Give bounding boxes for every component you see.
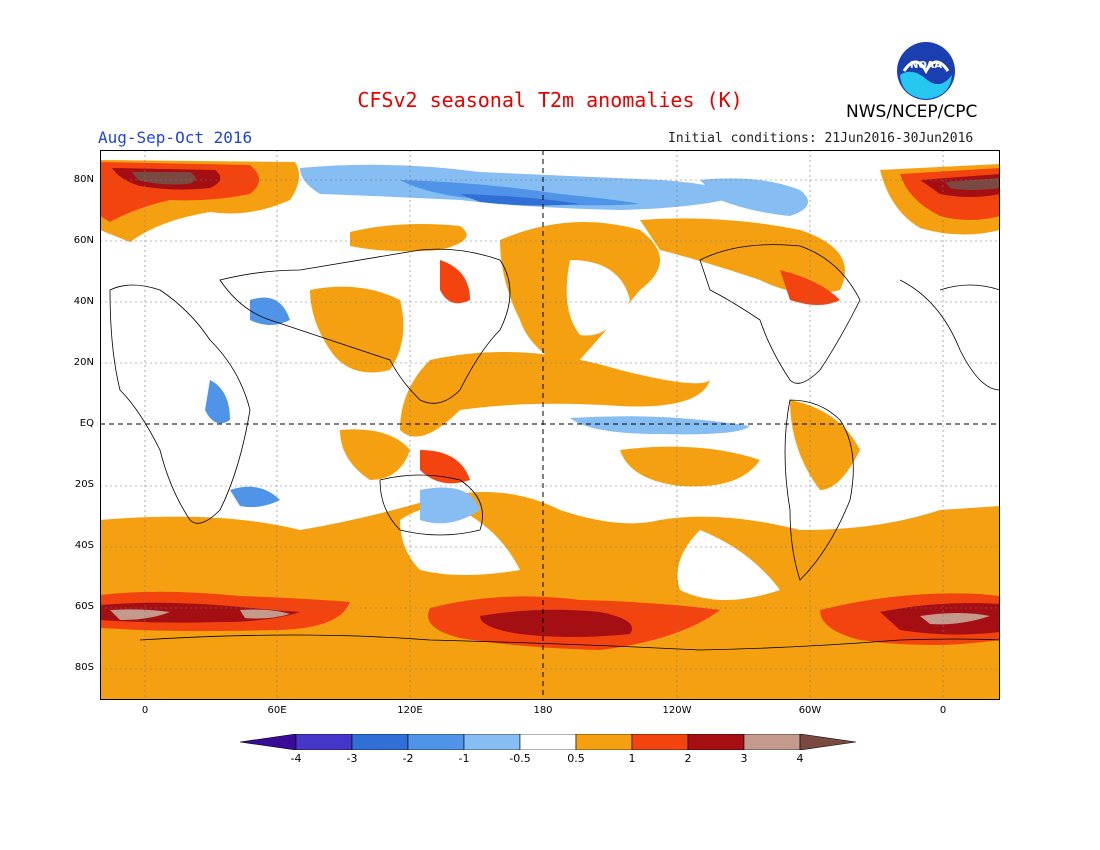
tropical-anomalies xyxy=(205,352,860,490)
colorbar-label: 0.5 xyxy=(567,752,585,765)
colorbar-segment xyxy=(799,733,857,751)
colorbar-segment xyxy=(239,733,297,751)
continent-outlines xyxy=(109,244,1000,651)
colorbar-label: -0.5 xyxy=(509,752,531,765)
lat-label: 40N xyxy=(73,296,94,307)
lat-label: 20S xyxy=(74,479,94,490)
lat-label: 80N xyxy=(73,174,94,185)
colorbar-segment xyxy=(631,733,689,751)
anomaly-map xyxy=(100,150,1000,700)
lat-label: 80S xyxy=(74,662,94,673)
colorbar-label: -1 xyxy=(458,752,470,765)
chart-title: CFSv2 seasonal T2m anomalies (K) xyxy=(357,88,743,112)
colorbar-label: -2 xyxy=(402,752,414,765)
northern-midlatitude-anomalies xyxy=(250,218,845,373)
graticule xyxy=(100,150,1000,700)
lon-label: 0 xyxy=(939,705,947,716)
lon-label: 0 xyxy=(141,705,149,716)
reference-lines xyxy=(100,150,1000,700)
colorbar-label: 4 xyxy=(796,752,804,765)
agency-label: NWS/NCEP/CPC xyxy=(846,102,978,122)
colorbar-segment xyxy=(407,733,465,751)
colorbar-label: -4 xyxy=(290,752,302,765)
colorbar-label: -3 xyxy=(346,752,358,765)
lon-label: 180 xyxy=(533,705,553,716)
colorbar-label: 2 xyxy=(684,752,692,765)
colorbar-segment xyxy=(575,733,633,751)
lon-label: 60W xyxy=(798,705,822,716)
lat-label: EQ xyxy=(79,418,94,429)
colorbar-label: 3 xyxy=(740,752,748,765)
lat-label: 20N xyxy=(73,357,94,368)
logo-text: NOAA xyxy=(910,60,942,71)
colorbar-segment xyxy=(687,733,745,751)
colorbar-segment xyxy=(295,733,353,751)
colorbar-segment xyxy=(743,733,801,751)
lat-label: 60S xyxy=(74,601,94,612)
lat-label: 60N xyxy=(73,235,94,246)
colorbar xyxy=(239,733,862,751)
forecast-period: Aug-Sep-Oct 2016 xyxy=(98,128,253,147)
lon-label: 120E xyxy=(397,705,423,716)
lon-label: 60E xyxy=(267,705,287,716)
colorbar-label: 1 xyxy=(628,752,636,765)
lon-label: 120W xyxy=(662,705,692,716)
initial-conditions: Initial conditions: 21Jun2016-30Jun2016 xyxy=(668,131,974,146)
lat-label: 40S xyxy=(74,540,94,551)
noaa-logo: NOAA xyxy=(896,41,956,101)
colorbar-segment xyxy=(351,733,409,751)
colorbar-segment xyxy=(463,733,521,751)
colorbar-segment xyxy=(519,733,577,751)
